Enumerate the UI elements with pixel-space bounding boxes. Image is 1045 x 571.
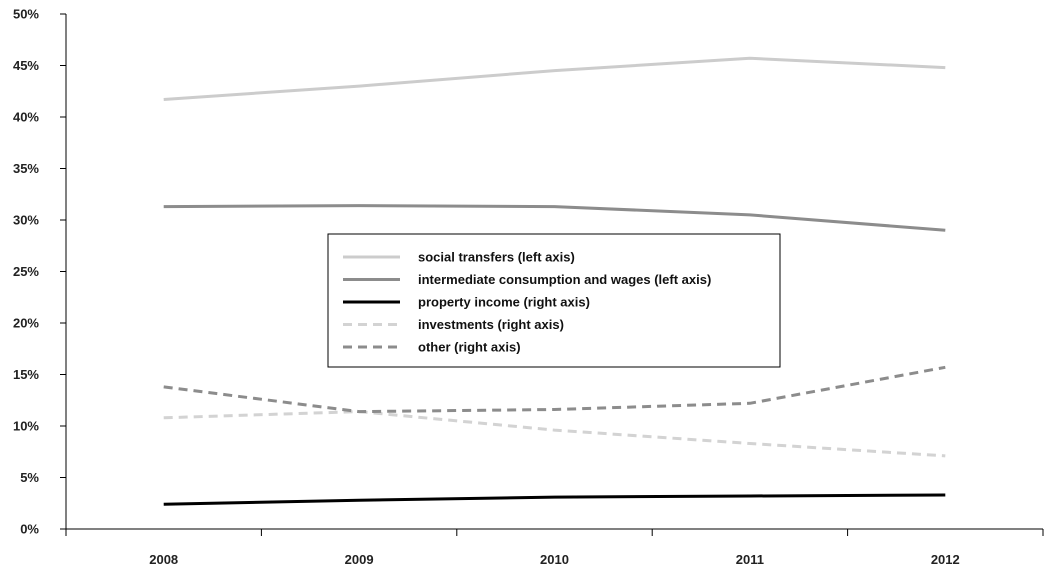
legend: social transfers (left axis) intermediate… bbox=[327, 233, 781, 368]
series-line-4 bbox=[163, 410, 946, 458]
x-tick-label: 2008 bbox=[149, 552, 178, 567]
y-tick-label: 30% bbox=[13, 213, 39, 228]
legend-label: property income (right axis) bbox=[418, 295, 590, 310]
x-tick-label: 2011 bbox=[736, 552, 764, 567]
series-lines bbox=[163, 56, 946, 506]
legend-label: other (right axis) bbox=[418, 340, 521, 355]
series-line-3 bbox=[163, 493, 946, 506]
y-tick-label: 15% bbox=[13, 367, 39, 382]
series-line-1 bbox=[163, 56, 946, 101]
y-tick-label: 5% bbox=[20, 470, 39, 485]
legend-label: social transfers (left axis) bbox=[418, 250, 575, 265]
y-tick-label: 40% bbox=[13, 110, 39, 125]
legend-label: intermediate consumption and wages (left… bbox=[418, 272, 711, 287]
series-line-2 bbox=[163, 204, 946, 232]
x-tick-label: 2009 bbox=[345, 552, 374, 567]
y-tick-label: 10% bbox=[13, 419, 39, 434]
y-tick-label: 25% bbox=[13, 264, 39, 279]
y-tick-label: 35% bbox=[13, 161, 39, 176]
y-tick-labels: 0% 5% 10% 15% 20% 25% 30% 35% 40% 45% 50% bbox=[13, 7, 39, 537]
legend-label: investments (right axis) bbox=[418, 317, 564, 332]
y-tick-label: 50% bbox=[13, 7, 39, 22]
y-tick-label: 0% bbox=[20, 522, 39, 537]
x-tick-label: 2010 bbox=[540, 552, 569, 567]
x-tick-label: 2012 bbox=[931, 552, 960, 567]
series-line-5 bbox=[163, 365, 946, 414]
x-tick-labels: 2008 2009 2010 2011 2012 bbox=[149, 552, 960, 567]
legend-box bbox=[327, 233, 781, 368]
y-tick-label: 45% bbox=[13, 58, 39, 73]
y-tick-label: 20% bbox=[13, 316, 39, 331]
axes bbox=[60, 13, 1044, 536]
